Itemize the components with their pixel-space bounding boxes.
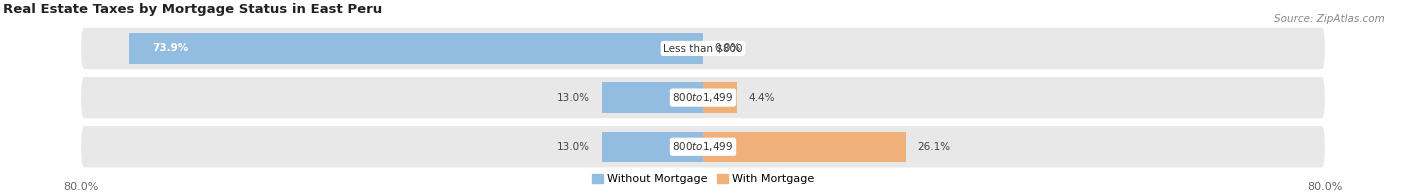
Text: 26.1%: 26.1%: [918, 142, 950, 152]
Text: Less than $800: Less than $800: [664, 43, 742, 53]
FancyBboxPatch shape: [82, 126, 1324, 168]
FancyBboxPatch shape: [82, 77, 1324, 118]
Legend: Without Mortgage, With Mortgage: Without Mortgage, With Mortgage: [589, 171, 817, 186]
Text: Source: ZipAtlas.com: Source: ZipAtlas.com: [1274, 14, 1385, 24]
Text: 73.9%: 73.9%: [152, 43, 188, 53]
Text: $800 to $1,499: $800 to $1,499: [672, 91, 734, 104]
FancyBboxPatch shape: [82, 28, 1324, 69]
Text: 13.0%: 13.0%: [557, 93, 591, 103]
Bar: [602, 82, 703, 113]
Bar: [703, 82, 737, 113]
Bar: [602, 132, 703, 162]
Text: 0.0%: 0.0%: [714, 43, 741, 53]
Text: Real Estate Taxes by Mortgage Status in East Peru: Real Estate Taxes by Mortgage Status in …: [3, 4, 382, 16]
Text: $800 to $1,499: $800 to $1,499: [672, 140, 734, 153]
Bar: [128, 33, 703, 64]
Bar: [703, 132, 905, 162]
Text: 13.0%: 13.0%: [557, 142, 591, 152]
Text: 4.4%: 4.4%: [749, 93, 775, 103]
